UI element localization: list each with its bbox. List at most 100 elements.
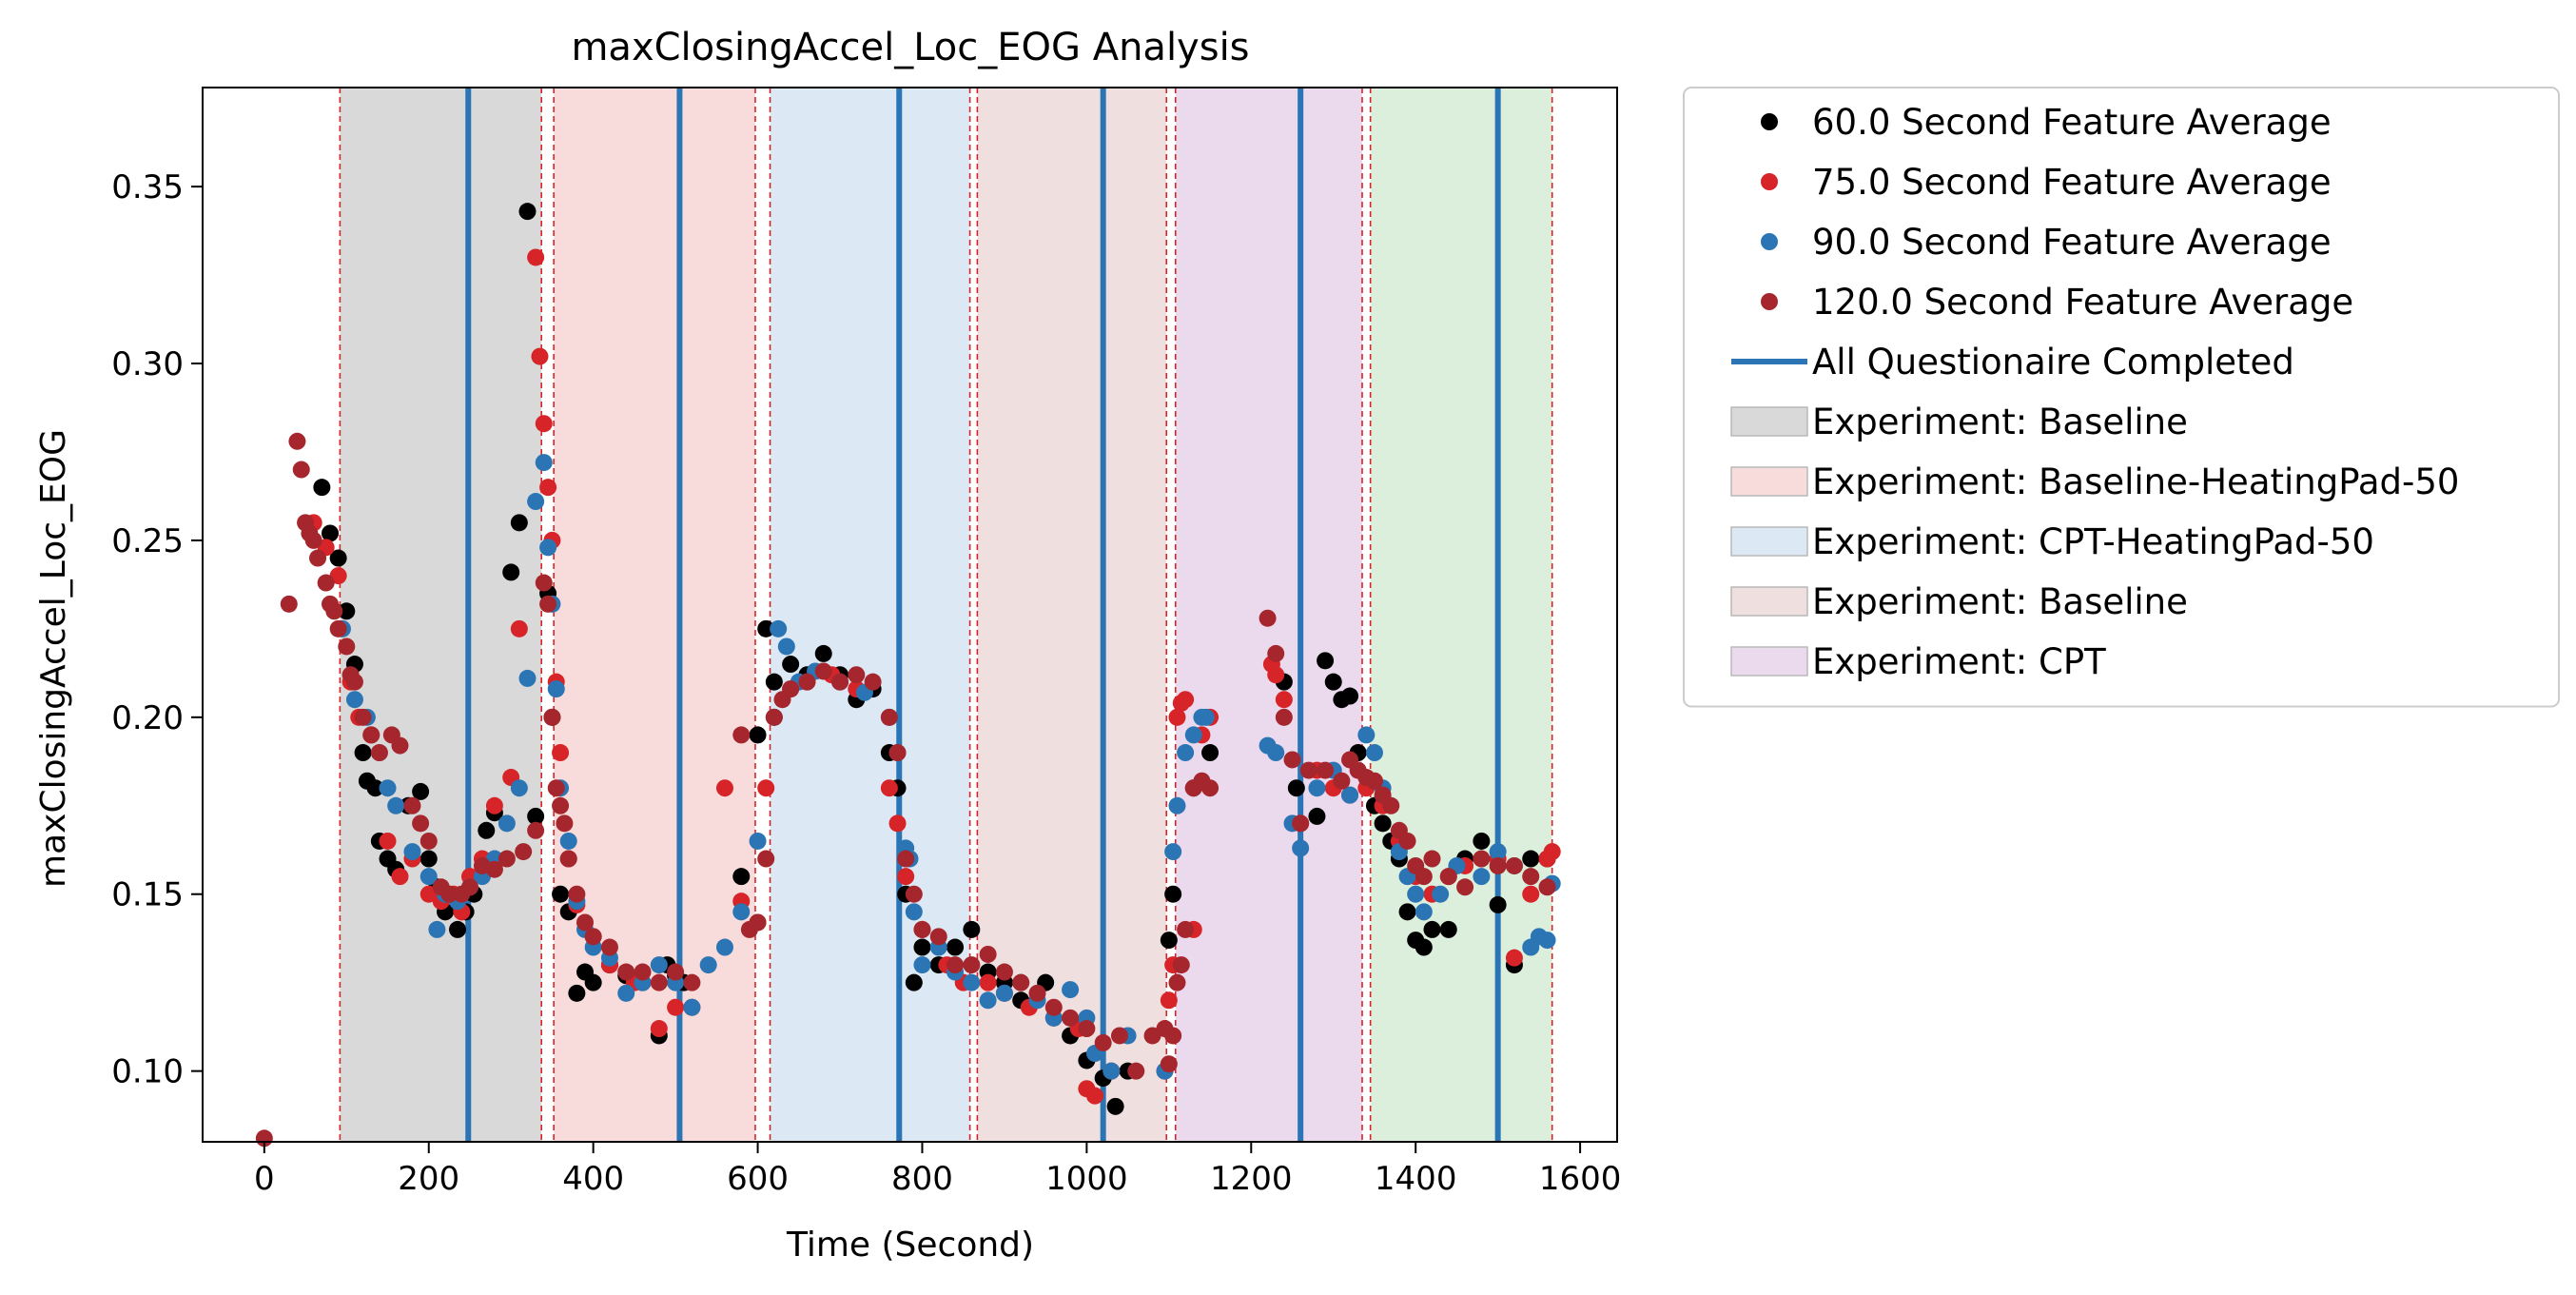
data-point: [913, 938, 931, 956]
data-point: [732, 903, 751, 921]
data-point: [1333, 772, 1351, 790]
y-tick-label: 0.30: [111, 345, 184, 383]
data-point: [683, 973, 701, 991]
x-tick-label: 0: [254, 1160, 275, 1198]
data-point: [946, 938, 965, 956]
data-point: [317, 574, 335, 592]
data-point: [1489, 856, 1507, 874]
data-point: [304, 531, 322, 549]
data-point: [1489, 843, 1507, 861]
data-point: [329, 549, 347, 567]
legend-label: Experiment: Baseline-HeatingPad-50: [1812, 461, 2459, 502]
data-point: [1489, 895, 1507, 913]
data-points: [255, 203, 1561, 1148]
x-tick-label: 1000: [1045, 1160, 1128, 1198]
data-point: [905, 885, 923, 903]
data-point: [963, 973, 981, 991]
data-point: [814, 662, 832, 680]
data-point: [1473, 868, 1491, 886]
data-point: [617, 984, 635, 1002]
data-point: [1538, 878, 1556, 896]
legend-label: 90.0 Second Feature Average: [1812, 222, 2332, 263]
data-point: [478, 821, 496, 839]
legend-patch: [1730, 646, 1808, 677]
data-point: [547, 680, 565, 698]
data-point: [732, 868, 751, 886]
y-axis-label: maxClosingAccel_Loc_EOG: [34, 429, 73, 888]
data-point: [527, 248, 545, 266]
data-point: [1275, 691, 1293, 709]
data-point: [322, 524, 340, 542]
data-point: [510, 619, 528, 638]
legend-label: Experiment: CPT-HeatingPad-50: [1812, 521, 2374, 562]
data-point: [1177, 920, 1195, 938]
data-point: [531, 347, 549, 365]
legend-label: Experiment: Baseline: [1812, 402, 2188, 442]
legend-marker: [1761, 233, 1778, 250]
data-point: [1028, 984, 1046, 1002]
data-point: [765, 708, 783, 726]
data-point: [979, 991, 997, 1010]
data-point: [552, 885, 570, 903]
data-point: [683, 998, 701, 1016]
data-point: [913, 920, 931, 938]
data-point: [338, 602, 356, 620]
data-point: [1292, 839, 1310, 857]
data-point: [650, 956, 668, 974]
data-point: [897, 850, 915, 868]
data-point: [777, 638, 795, 656]
data-point: [1106, 1097, 1124, 1115]
data-point: [1168, 796, 1186, 814]
data-point: [929, 928, 947, 946]
data-point: [963, 956, 981, 974]
data-point: [510, 514, 528, 532]
legend-entry: 60.0 Second Feature Average: [1761, 102, 2332, 143]
data-point: [770, 619, 788, 638]
data-point: [420, 868, 438, 886]
legend-entry: All Questionaire Completed: [1731, 342, 2294, 383]
data-point: [325, 602, 343, 620]
data-point: [280, 595, 298, 613]
data-point: [498, 814, 516, 833]
data-point: [963, 920, 981, 938]
data-point: [1317, 761, 1335, 779]
data-point: [1172, 956, 1190, 974]
legend-box: [1683, 87, 2560, 708]
data-point: [539, 595, 557, 613]
data-point: [848, 666, 866, 684]
data-point: [1127, 1062, 1145, 1080]
data-point: [1044, 998, 1063, 1016]
data-point: [329, 619, 347, 638]
data-point: [313, 479, 331, 497]
data-point: [995, 984, 1013, 1002]
data-point: [1184, 726, 1202, 744]
data-point: [502, 563, 520, 581]
legend-entry: Experiment: Baseline-HeatingPad-50: [1730, 461, 2459, 502]
data-point: [600, 938, 618, 956]
data-point: [420, 850, 438, 868]
data-point: [345, 673, 363, 691]
data-point: [460, 878, 478, 896]
data-point: [568, 885, 586, 903]
data-point: [515, 843, 533, 861]
y-tick-label: 0.15: [111, 876, 184, 914]
data-point: [634, 963, 652, 981]
data-point: [749, 726, 767, 744]
x-axis-label: Time (Second): [786, 1226, 1034, 1265]
data-point: [888, 814, 907, 833]
data-point: [880, 779, 898, 797]
y-tick-label: 0.10: [111, 1053, 184, 1091]
data-point: [292, 461, 310, 479]
data-point: [309, 549, 327, 567]
data-point: [1078, 1020, 1096, 1038]
data-point: [995, 963, 1013, 981]
data-point: [345, 691, 363, 709]
data-point: [1522, 885, 1540, 903]
experiment-span-2: [770, 88, 970, 1142]
legend-label: 75.0 Second Feature Average: [1812, 162, 2332, 203]
data-point: [905, 973, 923, 991]
data-point: [1062, 981, 1080, 999]
data-point: [831, 673, 849, 691]
data-point: [979, 973, 997, 991]
